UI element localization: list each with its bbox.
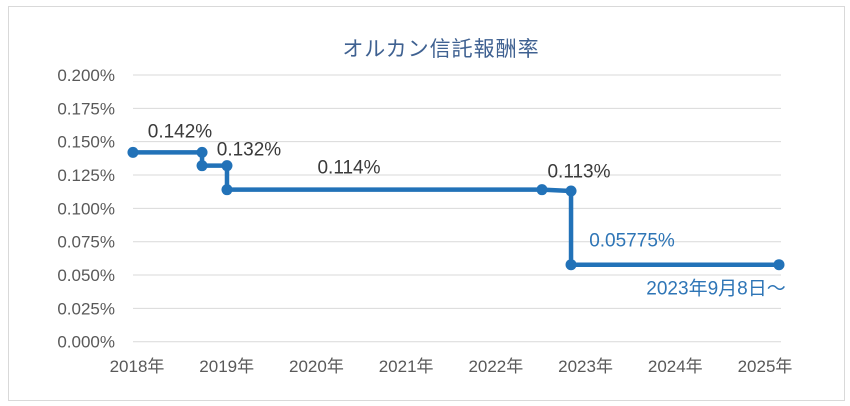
data-point <box>773 259 785 271</box>
y-tick-label: 0.050% <box>57 266 115 285</box>
data-point <box>196 160 208 172</box>
y-tick-label: 0.175% <box>57 99 115 118</box>
data-point <box>565 185 577 197</box>
y-tick-label: 0.150% <box>57 133 115 152</box>
data-point <box>221 160 233 172</box>
chart-title: オルカン信託報酬率 <box>342 38 540 61</box>
y-tick-label: 0.200% <box>57 66 115 85</box>
x-axis-labels: 2018年 2019年 2020年 2021年 2022年 2023年 2024年 2025年 <box>110 357 793 376</box>
annotation-label: 0.05775% <box>589 231 675 252</box>
data-point <box>565 259 577 271</box>
data-point <box>536 184 548 196</box>
x-tick-label: 2020年 <box>289 357 344 376</box>
data-point <box>127 146 139 158</box>
annotation-label: 0.142% <box>148 122 213 143</box>
y-tick-label: 0.025% <box>57 299 115 318</box>
chart-border <box>8 6 845 401</box>
y-tick-label: 0.075% <box>57 233 115 252</box>
y-tick-label: 0.125% <box>57 166 115 185</box>
x-tick-label: 2024年 <box>648 357 703 376</box>
data-labels: 0.142%0.132% 0.114% 0.113% 0.05775% 2023年9月8… <box>148 122 786 300</box>
x-tick-label: 2019年 <box>199 357 254 376</box>
x-tick-label: 2025年 <box>738 357 793 376</box>
x-tick-label: 2018年 <box>110 357 165 376</box>
data-point-markers <box>127 146 785 271</box>
annotation-label: 2023年9月8日～ <box>646 278 785 300</box>
annotation-label: 0.113% <box>547 162 610 183</box>
x-tick-label: 2022年 <box>468 357 523 376</box>
data-point <box>221 184 233 196</box>
annotation-label: 0.132% <box>217 140 282 161</box>
y-axis-labels: 0.000% 0.025% 0.050% 0.075% 0.100% 0.125% 0.15… <box>57 66 115 352</box>
y-gridlines <box>133 74 781 343</box>
y-tick-label: 0.000% <box>57 333 115 352</box>
data-point <box>196 146 208 158</box>
annotation-label: 0.114% <box>317 158 380 179</box>
x-tick-label: 2023年 <box>558 357 613 376</box>
y-tick-label: 0.100% <box>57 199 115 218</box>
x-tick-label: 2021年 <box>379 357 434 376</box>
